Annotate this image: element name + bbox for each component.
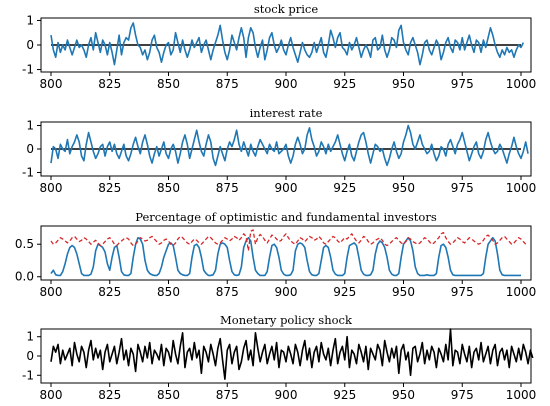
x-tick-label: 900 bbox=[275, 77, 298, 91]
x-tick-label: 1000 bbox=[506, 388, 537, 402]
panel-title: stock price bbox=[254, 2, 318, 16]
x-tick-label: 900 bbox=[275, 285, 298, 299]
panel-3: Percentage of optimistic and fundamental… bbox=[15, 210, 536, 299]
x-tick-label: 875 bbox=[216, 388, 239, 402]
x-tick-label: 800 bbox=[40, 181, 63, 195]
x-tick-label: 1000 bbox=[506, 285, 537, 299]
series-line-series-1 bbox=[50, 328, 534, 380]
x-tick-label: 800 bbox=[40, 388, 63, 402]
x-tick-label: 975 bbox=[451, 285, 474, 299]
x-tick-label: 850 bbox=[157, 285, 180, 299]
x-tick-label: 975 bbox=[451, 77, 474, 91]
x-tick-label: 950 bbox=[392, 388, 415, 402]
x-tick-label: 925 bbox=[333, 285, 356, 299]
series-line-series-1 bbox=[50, 22, 525, 66]
x-tick-label: 850 bbox=[157, 388, 180, 402]
panel-2: interest rate 800 825 850 875 900 925 950 975 100… bbox=[22, 106, 536, 195]
x-tick-label: 975 bbox=[451, 388, 474, 402]
panel-4: Monetary policy shock 800 825 850 875 900 925 9… bbox=[22, 313, 536, 402]
x-tick-label: 825 bbox=[98, 285, 121, 299]
x-tick-label: 800 bbox=[40, 77, 63, 91]
x-tick-label: 825 bbox=[98, 388, 121, 402]
x-tick-label: 875 bbox=[216, 77, 239, 91]
y-tick-label: 1 bbox=[26, 13, 34, 27]
x-tick-label: 850 bbox=[157, 77, 180, 91]
axes-frame bbox=[40, 328, 532, 384]
panel-title: Monetary policy shock bbox=[220, 313, 353, 327]
x-tick-label: 925 bbox=[333, 388, 356, 402]
x-tick-label: 825 bbox=[98, 181, 121, 195]
panel-title: Percentage of optimistic and fundamental… bbox=[135, 210, 437, 224]
panel-title: interest rate bbox=[250, 106, 323, 120]
x-tick-label: 925 bbox=[333, 77, 356, 91]
y-tick-label: 0 bbox=[26, 142, 34, 156]
x-tick-label: 900 bbox=[275, 388, 298, 402]
x-tick-label: 950 bbox=[392, 285, 415, 299]
x-tick-label: 800 bbox=[40, 285, 63, 299]
y-tick-label: 0 bbox=[26, 38, 34, 52]
y-tick-label: 0.5 bbox=[15, 237, 34, 251]
y-tick-label: 1 bbox=[26, 119, 34, 133]
y-tick-label: 1 bbox=[26, 330, 34, 344]
panel-1: stock price 800 825 850 875 900 925 950 975 1000 1… bbox=[22, 2, 536, 91]
x-tick-label: 875 bbox=[216, 285, 239, 299]
y-tick-label: 0 bbox=[26, 349, 34, 363]
x-tick-label: 1000 bbox=[506, 181, 537, 195]
x-tick-label: 975 bbox=[451, 181, 474, 195]
x-tick-label: 850 bbox=[157, 181, 180, 195]
x-tick-label: 1000 bbox=[506, 77, 537, 91]
series-line-optimistic bbox=[50, 236, 521, 277]
y-tick-label: -1 bbox=[22, 368, 34, 382]
y-tick-label: 0.0 bbox=[15, 270, 34, 284]
x-tick-label: 925 bbox=[333, 181, 356, 195]
y-tick-label: -1 bbox=[22, 63, 34, 77]
x-tick-label: 950 bbox=[392, 181, 415, 195]
series-line-series-1 bbox=[50, 124, 529, 167]
x-tick-label: 900 bbox=[275, 181, 298, 195]
x-tick-label: 875 bbox=[216, 181, 239, 195]
x-tick-label: 825 bbox=[98, 77, 121, 91]
series-line-fundamental bbox=[50, 229, 527, 252]
x-tick-label: 950 bbox=[392, 77, 415, 91]
y-tick-label: -1 bbox=[22, 165, 34, 179]
